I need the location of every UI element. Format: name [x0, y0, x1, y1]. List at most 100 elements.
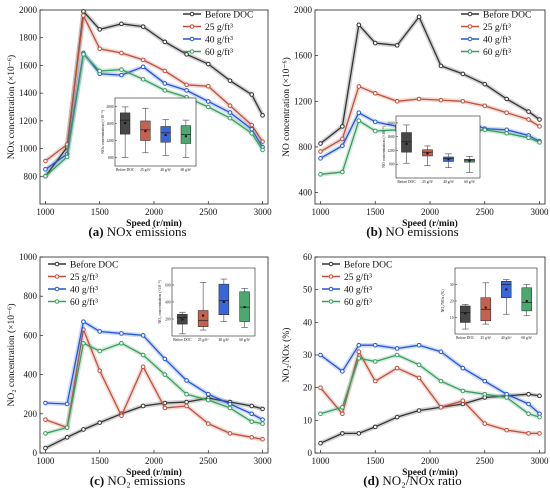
legend-marker — [54, 261, 60, 267]
data-point — [81, 13, 86, 18]
mean-marker — [405, 142, 408, 145]
data-point — [162, 81, 168, 86]
series-line — [320, 16, 540, 145]
caption-c: (c) NO₂ emissions — [0, 473, 275, 489]
data-point — [119, 21, 124, 27]
data-point — [394, 365, 400, 371]
mean-marker — [124, 122, 127, 125]
data-point — [205, 421, 211, 426]
data-point — [162, 400, 168, 406]
y-tick-label: 1200 — [19, 116, 38, 126]
y-tick-label: 1200 — [294, 96, 313, 106]
x-tick-label: 3000 — [254, 456, 273, 466]
data-point — [460, 365, 466, 371]
data-point — [482, 378, 488, 384]
inset-category-label: 40 g/ft³ — [443, 180, 454, 184]
y-axis-label: NO₂/NOx (%) — [281, 328, 292, 383]
series-glow — [319, 391, 540, 446]
x-tick-label: 2000 — [421, 456, 440, 466]
data-point — [205, 83, 211, 89]
data-point — [162, 68, 168, 74]
data-point — [340, 124, 345, 129]
data-point — [340, 143, 345, 149]
caption-text-b: NO emissions — [385, 224, 459, 239]
series-line — [45, 321, 263, 421]
caption-text-c: NO₂ emissions — [107, 473, 186, 488]
y-tick-label: 40 — [303, 317, 313, 327]
x-tick-label: 2000 — [145, 207, 164, 217]
data-point — [526, 135, 531, 141]
data-point — [438, 97, 444, 103]
data-point — [416, 342, 422, 348]
legend-marker — [467, 49, 473, 54]
data-point — [64, 425, 70, 430]
x-tick-label: 3000 — [254, 207, 273, 217]
inset-y-tick-label: 200 — [165, 318, 171, 322]
legend-marker — [54, 274, 60, 279]
data-point — [372, 91, 378, 96]
data-point — [81, 52, 86, 57]
legend-label: Before DOC — [70, 260, 118, 271]
data-point — [438, 63, 444, 69]
data-point — [97, 348, 103, 354]
data-point — [97, 368, 103, 373]
data-point — [184, 88, 189, 93]
y-tick-label: 10 — [303, 415, 313, 425]
legend-label: 60 g/ft³ — [70, 297, 98, 308]
mean-marker — [144, 130, 147, 133]
data-point — [249, 122, 255, 128]
data-point — [260, 139, 265, 144]
y-tick-label: 1000 — [19, 144, 38, 154]
data-point — [227, 431, 233, 436]
inset-y-tick-label: 2000 — [106, 105, 113, 109]
x-tick-label: 1500 — [91, 207, 110, 217]
inset-category-label: 40 g/ft³ — [501, 336, 512, 340]
chart-panel-b: 1000 1500 2000 2500 3000400800120016002000Sp… — [281, 5, 549, 229]
data-point — [537, 431, 542, 436]
data-point — [64, 154, 70, 160]
data-point — [438, 404, 444, 410]
series-line — [44, 53, 264, 177]
data-point — [537, 140, 542, 145]
y-tick-label: 2000 — [19, 5, 38, 15]
y-tick-label: 1000 — [19, 252, 38, 262]
inset-category-label: 60 g/ft³ — [181, 168, 192, 172]
x-axis-label: Speed (r/min) — [126, 467, 182, 478]
data-point — [140, 64, 146, 70]
data-point — [438, 378, 444, 384]
mean-marker — [484, 306, 487, 309]
x-tick-label: 1000 — [311, 456, 330, 466]
y-tick-label: 0 — [33, 448, 38, 458]
x-tick-label: 1500 — [366, 207, 385, 217]
mean-marker — [164, 133, 167, 136]
x-tick-label: 2500 — [476, 207, 495, 217]
data-point — [482, 103, 488, 109]
caption-a: (a) NOx emissions — [0, 224, 275, 240]
data-point — [356, 22, 362, 28]
data-point — [482, 391, 488, 397]
series-line — [320, 85, 540, 153]
x-tick-label: 1000 — [36, 456, 55, 466]
inset-category-label: 25 g/ft³ — [480, 336, 491, 340]
inset-y-tick-label: 1600 — [387, 135, 394, 139]
data-point — [318, 172, 323, 177]
data-point — [184, 391, 189, 397]
inset-y-tick-label: 2000 — [387, 121, 394, 125]
y-tick-label: 1600 — [294, 51, 313, 61]
data-point — [97, 46, 103, 52]
data-point — [504, 130, 509, 136]
data-point — [318, 149, 323, 154]
y-tick-label: 60 — [303, 252, 313, 262]
x-tick-label: 1500 — [91, 456, 110, 466]
inset-category-label: 40 g/ft³ — [219, 338, 230, 342]
inset-category-label: Before DOC — [116, 168, 135, 172]
data-point — [97, 329, 103, 334]
data-point — [394, 346, 400, 351]
data-point — [504, 427, 509, 433]
data-point — [340, 136, 345, 142]
legend-marker — [328, 299, 334, 304]
data-point — [249, 411, 255, 417]
